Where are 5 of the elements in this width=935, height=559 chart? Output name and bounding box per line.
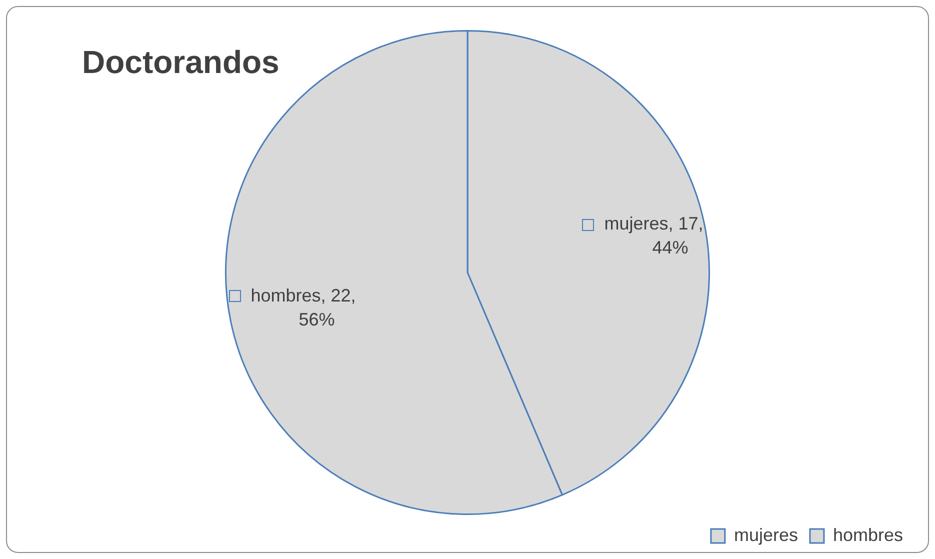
- legend-label: hombres: [832, 524, 903, 545]
- data-label: hombres, 22, 56%: [250, 285, 356, 330]
- data-label: mujeres, 17, 44%: [604, 214, 704, 258]
- chart-title: Doctorandos: [82, 44, 280, 81]
- legend-label: mujeres: [734, 524, 798, 545]
